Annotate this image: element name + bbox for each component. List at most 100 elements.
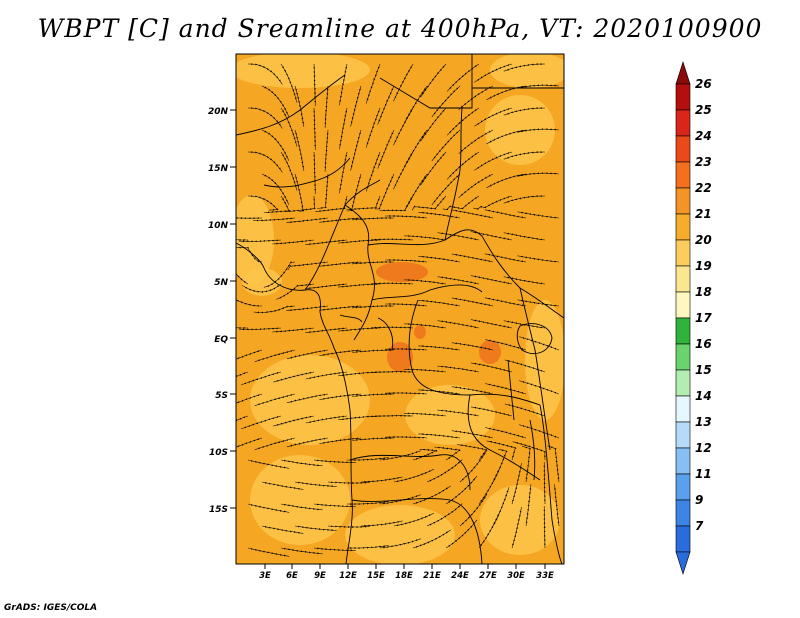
streamline <box>238 239 282 243</box>
svg-text:5N: 5N <box>214 278 228 288</box>
latitude-axis: 20N 15N 10N 5N EQ 5S 10S 15S <box>208 107 236 515</box>
streamline <box>437 232 480 241</box>
streamline <box>384 436 428 439</box>
colorbar-label: 20 <box>695 233 712 247</box>
colorbar-segment <box>675 499 691 527</box>
streamline <box>247 459 290 469</box>
streamline <box>404 412 447 417</box>
streamline <box>458 173 494 199</box>
streamline <box>272 239 315 245</box>
streamline <box>236 216 263 220</box>
colorbar-label: 12 <box>695 441 712 455</box>
streamline <box>418 389 461 395</box>
streamline <box>412 529 451 549</box>
streamline <box>437 320 480 329</box>
lat-tick-15N: 15N <box>208 164 236 174</box>
streamline <box>404 368 447 373</box>
colorbar-label: 22 <box>695 181 712 195</box>
streamline <box>426 503 463 527</box>
streamline <box>411 195 447 211</box>
svg-text:27E: 27E <box>479 571 497 581</box>
lon-tick-33E: 33E <box>536 564 554 581</box>
streamline <box>254 393 296 407</box>
streamline <box>420 107 447 142</box>
streamline <box>547 445 560 483</box>
lon-tick-12E: 12E <box>339 564 357 581</box>
streamline <box>451 209 494 219</box>
svg-text:18E: 18E <box>395 571 413 581</box>
colorbar-label: 9 <box>695 493 703 507</box>
streamline <box>393 107 414 146</box>
streamline <box>451 430 494 439</box>
streamline <box>313 151 317 195</box>
streamline <box>473 195 513 210</box>
streamline <box>503 195 546 204</box>
streamline <box>486 129 527 145</box>
streamline <box>338 283 381 288</box>
colorbar-segment <box>675 421 691 449</box>
streamline <box>272 327 315 333</box>
streamline <box>261 481 304 490</box>
streamline <box>446 63 480 92</box>
streamline <box>418 433 461 439</box>
streamline <box>525 484 532 527</box>
streamline <box>451 253 494 263</box>
streamline <box>451 386 494 395</box>
streamline <box>236 246 263 263</box>
streamline <box>370 370 414 374</box>
streamline <box>370 282 414 285</box>
colorbar-segment <box>675 239 691 267</box>
streamline <box>484 209 527 219</box>
streamline <box>486 85 527 101</box>
streamline <box>519 380 560 395</box>
streamline <box>236 264 249 285</box>
streamline <box>512 441 547 461</box>
streamline <box>286 217 329 224</box>
colorbar-segment <box>675 369 691 397</box>
streamline <box>420 151 447 186</box>
streamline <box>247 503 290 513</box>
colorbar-label: 19 <box>695 259 712 273</box>
streamline <box>280 547 323 555</box>
streamline <box>285 195 316 213</box>
streamline <box>254 437 296 451</box>
lake-outlines <box>507 323 553 481</box>
streamline <box>517 299 560 307</box>
streamlines <box>236 63 560 557</box>
colorbar-label: 21 <box>695 207 712 221</box>
streamline <box>319 393 362 400</box>
colorbar-over-triangle <box>675 61 691 85</box>
streamline <box>474 151 513 171</box>
streamline <box>543 461 546 505</box>
streamline <box>458 85 494 111</box>
streamline <box>474 107 513 127</box>
streamline <box>263 261 296 288</box>
colorbar-label: 11 <box>695 467 712 481</box>
map-panel <box>236 54 564 564</box>
streamline <box>236 236 248 241</box>
streamline <box>352 393 395 397</box>
streamline <box>418 345 461 351</box>
grads-credit: GrADS: IGES/COLA <box>4 603 98 613</box>
lon-tick-18E: 18E <box>395 564 413 581</box>
streamline <box>365 151 381 192</box>
streamline <box>240 371 282 386</box>
streamline <box>385 215 428 219</box>
streamline <box>365 107 381 148</box>
svg-text:3E: 3E <box>259 571 271 581</box>
streamline <box>236 371 249 387</box>
colorbar-segment <box>675 291 691 319</box>
streamline <box>437 365 480 373</box>
streamline <box>305 371 348 380</box>
svg-text:15E: 15E <box>367 571 385 581</box>
streamline <box>236 415 249 431</box>
streamline <box>352 261 394 265</box>
streamline <box>485 383 527 395</box>
streamline <box>238 327 282 331</box>
svg-text:24E: 24E <box>451 571 469 581</box>
svg-text:15N: 15N <box>208 164 229 174</box>
colorbar-segment <box>675 161 691 189</box>
streamline <box>247 63 283 85</box>
streamline <box>474 63 513 83</box>
streamline <box>445 519 478 549</box>
